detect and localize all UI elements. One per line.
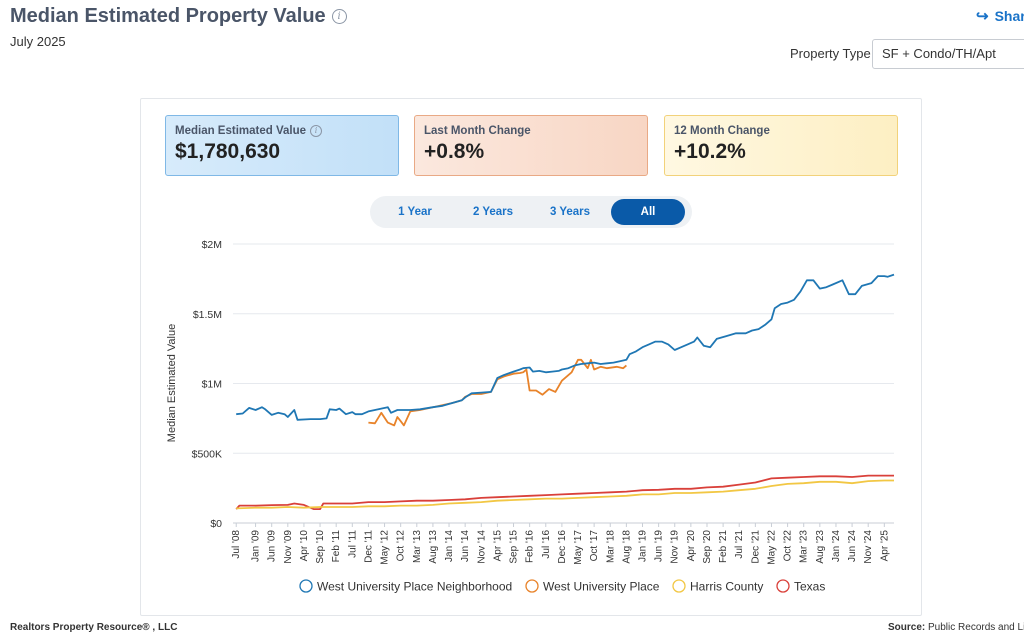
- chart-series: [235, 273, 895, 511]
- x-tick-label: Mar '13: [412, 530, 423, 563]
- x-tick-label: Aug '13: [428, 530, 439, 564]
- x-tick-label: Jan '14: [444, 530, 455, 562]
- range-selector: 1 Year 2 Years 3 Years All: [370, 196, 692, 228]
- card-label-text: Median Estimated Value: [175, 125, 307, 138]
- x-tick-label: Apr '10: [299, 530, 310, 562]
- x-tick-label: Oct '12: [396, 530, 407, 562]
- series-line-0[interactable]: [236, 273, 895, 421]
- x-tick-label: Feb '16: [525, 530, 536, 563]
- page-title: Median Estimated Property Value i: [10, 5, 347, 28]
- x-tick-label: Aug '18: [621, 530, 632, 564]
- legend-label: West University Place: [543, 580, 660, 594]
- x-tick-label: Mar '23: [799, 530, 810, 563]
- x-tick-label: Apr '15: [492, 530, 503, 562]
- legend-item[interactable]: Harris County: [672, 579, 763, 594]
- y-tick-label: $500K: [192, 448, 222, 460]
- x-tick-label: Oct '22: [783, 530, 794, 562]
- series-line-3[interactable]: [235, 474, 894, 511]
- y-tick-label: $2M: [202, 239, 222, 251]
- property-type-label: Property Type: [790, 46, 871, 61]
- x-tick-label: Aug '23: [815, 530, 826, 564]
- legend-label: West University Place Neighborhood: [317, 580, 512, 594]
- x-tick-label: Jan '19: [637, 530, 648, 562]
- last-month-change-card: Last Month Change +0.8%: [414, 115, 648, 176]
- chart-legend: West University Place Neighborhood West U…: [299, 579, 825, 594]
- range-all-button[interactable]: All: [611, 199, 685, 225]
- x-tick-label: Dec '21: [750, 530, 761, 564]
- x-tick-label: Jul '11: [347, 530, 358, 558]
- x-tick-label: Apr '20: [686, 530, 697, 562]
- x-tick-label: Oct '17: [589, 530, 600, 562]
- y-axis: $0 $500K $1M $1.5M $2M: [192, 239, 223, 530]
- x-tick-label: Feb '11: [331, 530, 342, 563]
- page-title-text: Median Estimated Property Value: [10, 5, 326, 27]
- footer-source-label: Source:: [888, 622, 926, 633]
- footer-source-text: Public Records and Li: [928, 622, 1024, 633]
- x-tick-label: Feb '21: [718, 530, 729, 563]
- x-tick-label: Jun '24: [847, 530, 858, 562]
- card-label: Last Month Change: [424, 125, 531, 137]
- card-value: $1,780,630: [175, 140, 281, 164]
- chart-grid: [233, 243, 894, 524]
- x-tick-label: May '12: [380, 530, 391, 565]
- share-icon: ↪: [976, 8, 989, 25]
- x-tick-label: Sep '10: [315, 530, 326, 564]
- y-axis-label: Median Estimated Value: [166, 324, 178, 442]
- footer-source: Source: Public Records and Li: [888, 622, 1024, 633]
- share-button[interactable]: ↪ Shar: [976, 7, 1024, 25]
- card-value: +10.2%: [674, 140, 746, 163]
- x-tick-label: Nov '24: [863, 530, 874, 564]
- chart-panel: [140, 98, 922, 616]
- x-tick-label: May '17: [573, 530, 584, 565]
- x-tick-label: Jul '08: [231, 530, 242, 559]
- x-tick-label: Nov '19: [670, 530, 681, 564]
- x-axis: Jul '08 Jan '09 Jun '09 Nov '09 Apr '10 Sep '…: [231, 523, 890, 565]
- x-tick-label: Mar '18: [605, 530, 616, 563]
- range-3-years-button[interactable]: 3 Years: [549, 206, 591, 218]
- legend-item[interactable]: Texas: [776, 579, 825, 594]
- x-tick-label: Sep '15: [509, 530, 520, 564]
- page-subtitle: July 2025: [10, 34, 66, 49]
- range-1-year-button[interactable]: 1 Year: [398, 206, 432, 218]
- share-label: Shar: [994, 8, 1024, 24]
- legend-label: Harris County: [690, 580, 763, 594]
- legend-marker: [672, 579, 686, 593]
- x-tick-label: Nov '09: [283, 530, 294, 564]
- card-value: +0.8%: [424, 140, 485, 163]
- y-tick-label: $1.5M: [193, 309, 222, 321]
- info-icon[interactable]: i: [331, 9, 347, 25]
- y-tick-label: $1M: [202, 379, 222, 391]
- info-icon[interactable]: i: [310, 125, 323, 137]
- twelve-month-change-card: 12 Month Change +10.2%: [664, 115, 898, 176]
- x-tick-label: Apr '25: [879, 530, 890, 562]
- series-line-1[interactable]: [368, 358, 627, 427]
- legend-item[interactable]: West University Place Neighborhood: [299, 579, 512, 594]
- x-tick-label: Dec '16: [557, 530, 568, 564]
- x-tick-label: Jan '24: [831, 530, 842, 562]
- x-tick-label: Nov '14: [476, 530, 487, 564]
- x-tick-label: Jun '09: [267, 530, 278, 562]
- card-label: 12 Month Change: [674, 125, 770, 137]
- legend-marker: [299, 579, 313, 593]
- legend-marker: [525, 579, 539, 593]
- x-tick-label: Jun '19: [654, 530, 665, 562]
- legend-label: Texas: [794, 580, 825, 594]
- x-tick-label: Jan '09: [251, 530, 262, 562]
- median-value-card: Median Estimated Value i $1,780,630: [165, 115, 399, 176]
- x-tick-label: Dec '11: [363, 530, 374, 563]
- series-line-2[interactable]: [236, 479, 894, 510]
- legend-item[interactable]: West University Place: [525, 579, 660, 594]
- card-label: Median Estimated Value i: [175, 125, 389, 137]
- footer-credit: Realtors Property Resource® , LLC: [10, 622, 178, 633]
- x-tick-label: Jun '14: [460, 530, 471, 562]
- x-tick-label: Jul '16: [541, 530, 552, 559]
- x-tick-label: Jul '21: [734, 530, 745, 559]
- range-2-years-button[interactable]: 2 Years: [472, 206, 514, 218]
- legend-marker: [776, 579, 790, 593]
- property-type-select[interactable]: SF + Condo/TH/Apt: [872, 39, 1024, 69]
- x-tick-label: Sep '20: [702, 530, 713, 564]
- y-tick-label: $0: [210, 518, 222, 530]
- x-tick-label: May '22: [766, 530, 777, 565]
